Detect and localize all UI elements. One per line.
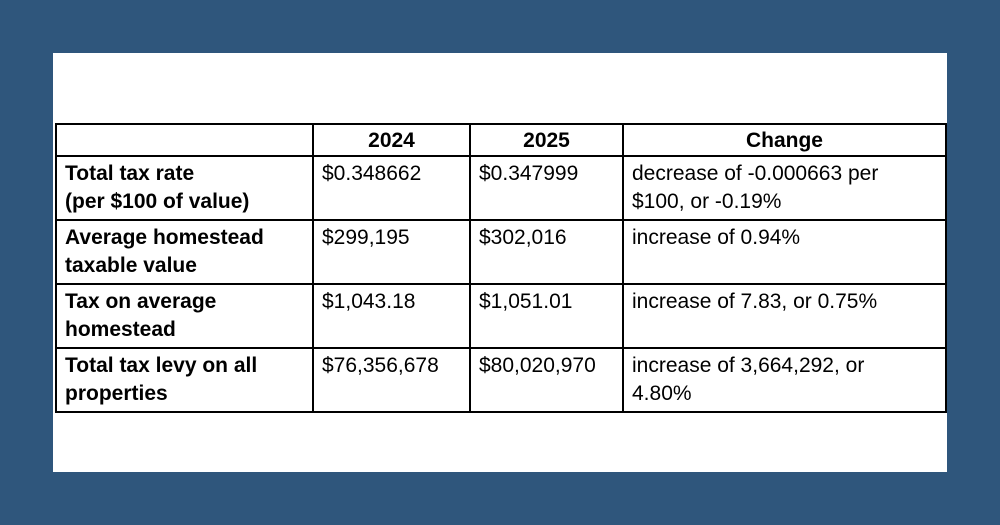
row-label-line: Total tax rate: [65, 162, 195, 185]
tax-comparison-table: 2024 2025 Change Total tax rate (per $10…: [55, 123, 947, 413]
table-header-row: 2024 2025 Change: [55, 123, 947, 157]
table-row: Total tax rate (per $100 of value) $0.34…: [55, 155, 947, 221]
row-label-line: properties: [65, 382, 168, 405]
change-line: $100, or -0.19%: [632, 190, 782, 213]
value-2025: $1,051.01: [469, 283, 624, 349]
table-row: Tax on average homestead $1,043.18 $1,05…: [55, 283, 947, 349]
row-label: Average homestead taxable value: [55, 219, 314, 285]
change-line: increase of 3,664,292, or: [632, 354, 865, 377]
row-label-line: Total tax levy on all: [65, 354, 258, 377]
table-row: Total tax levy on all properties $76,356…: [55, 347, 947, 413]
change-line: increase of 7.83, or 0.75%: [632, 290, 878, 313]
header-2024: 2024: [312, 123, 471, 157]
row-label: Tax on average homestead: [55, 283, 314, 349]
row-label-line: homestead: [65, 318, 176, 341]
row-label: Total tax rate (per $100 of value): [55, 155, 314, 221]
header-change: Change: [622, 123, 947, 157]
table-row: Average homestead taxable value $299,195…: [55, 219, 947, 285]
value-2024: $0.348662: [312, 155, 471, 221]
value-2025: $0.347999: [469, 155, 624, 221]
change-cell: increase of 3,664,292, or 4.80%: [622, 347, 947, 413]
value-2025: $80,020,970: [469, 347, 624, 413]
change-line: 4.80%: [632, 382, 692, 405]
row-label-line: taxable value: [65, 254, 197, 277]
value-2025: $302,016: [469, 219, 624, 285]
header-2025: 2025: [469, 123, 624, 157]
header-blank: [55, 123, 314, 157]
change-line: increase of 0.94%: [632, 226, 801, 249]
change-line: decrease of -0.000663 per: [632, 162, 879, 185]
change-cell: decrease of -0.000663 per $100, or -0.19…: [622, 155, 947, 221]
row-label-line: (per $100 of value): [65, 190, 250, 213]
row-label-line: Average homestead: [65, 226, 264, 249]
change-cell: increase of 0.94%: [622, 219, 947, 285]
value-2024: $299,195: [312, 219, 471, 285]
content-card: 2024 2025 Change Total tax rate (per $10…: [53, 53, 947, 472]
change-cell: increase of 7.83, or 0.75%: [622, 283, 947, 349]
value-2024: $1,043.18: [312, 283, 471, 349]
value-2024: $76,356,678: [312, 347, 471, 413]
row-label: Total tax levy on all properties: [55, 347, 314, 413]
row-label-line: Tax on average: [65, 290, 217, 313]
